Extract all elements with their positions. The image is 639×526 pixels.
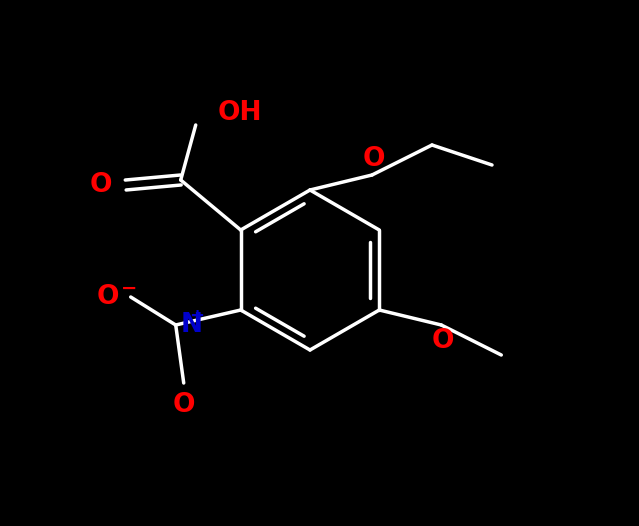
Text: O: O (173, 392, 195, 418)
Text: OH: OH (218, 100, 262, 126)
Text: +: + (189, 307, 204, 325)
Text: O: O (432, 328, 454, 354)
Text: O: O (89, 172, 112, 198)
Text: O: O (96, 284, 119, 310)
Text: O: O (363, 146, 385, 172)
Text: −: − (121, 278, 137, 298)
Text: N: N (181, 312, 203, 338)
